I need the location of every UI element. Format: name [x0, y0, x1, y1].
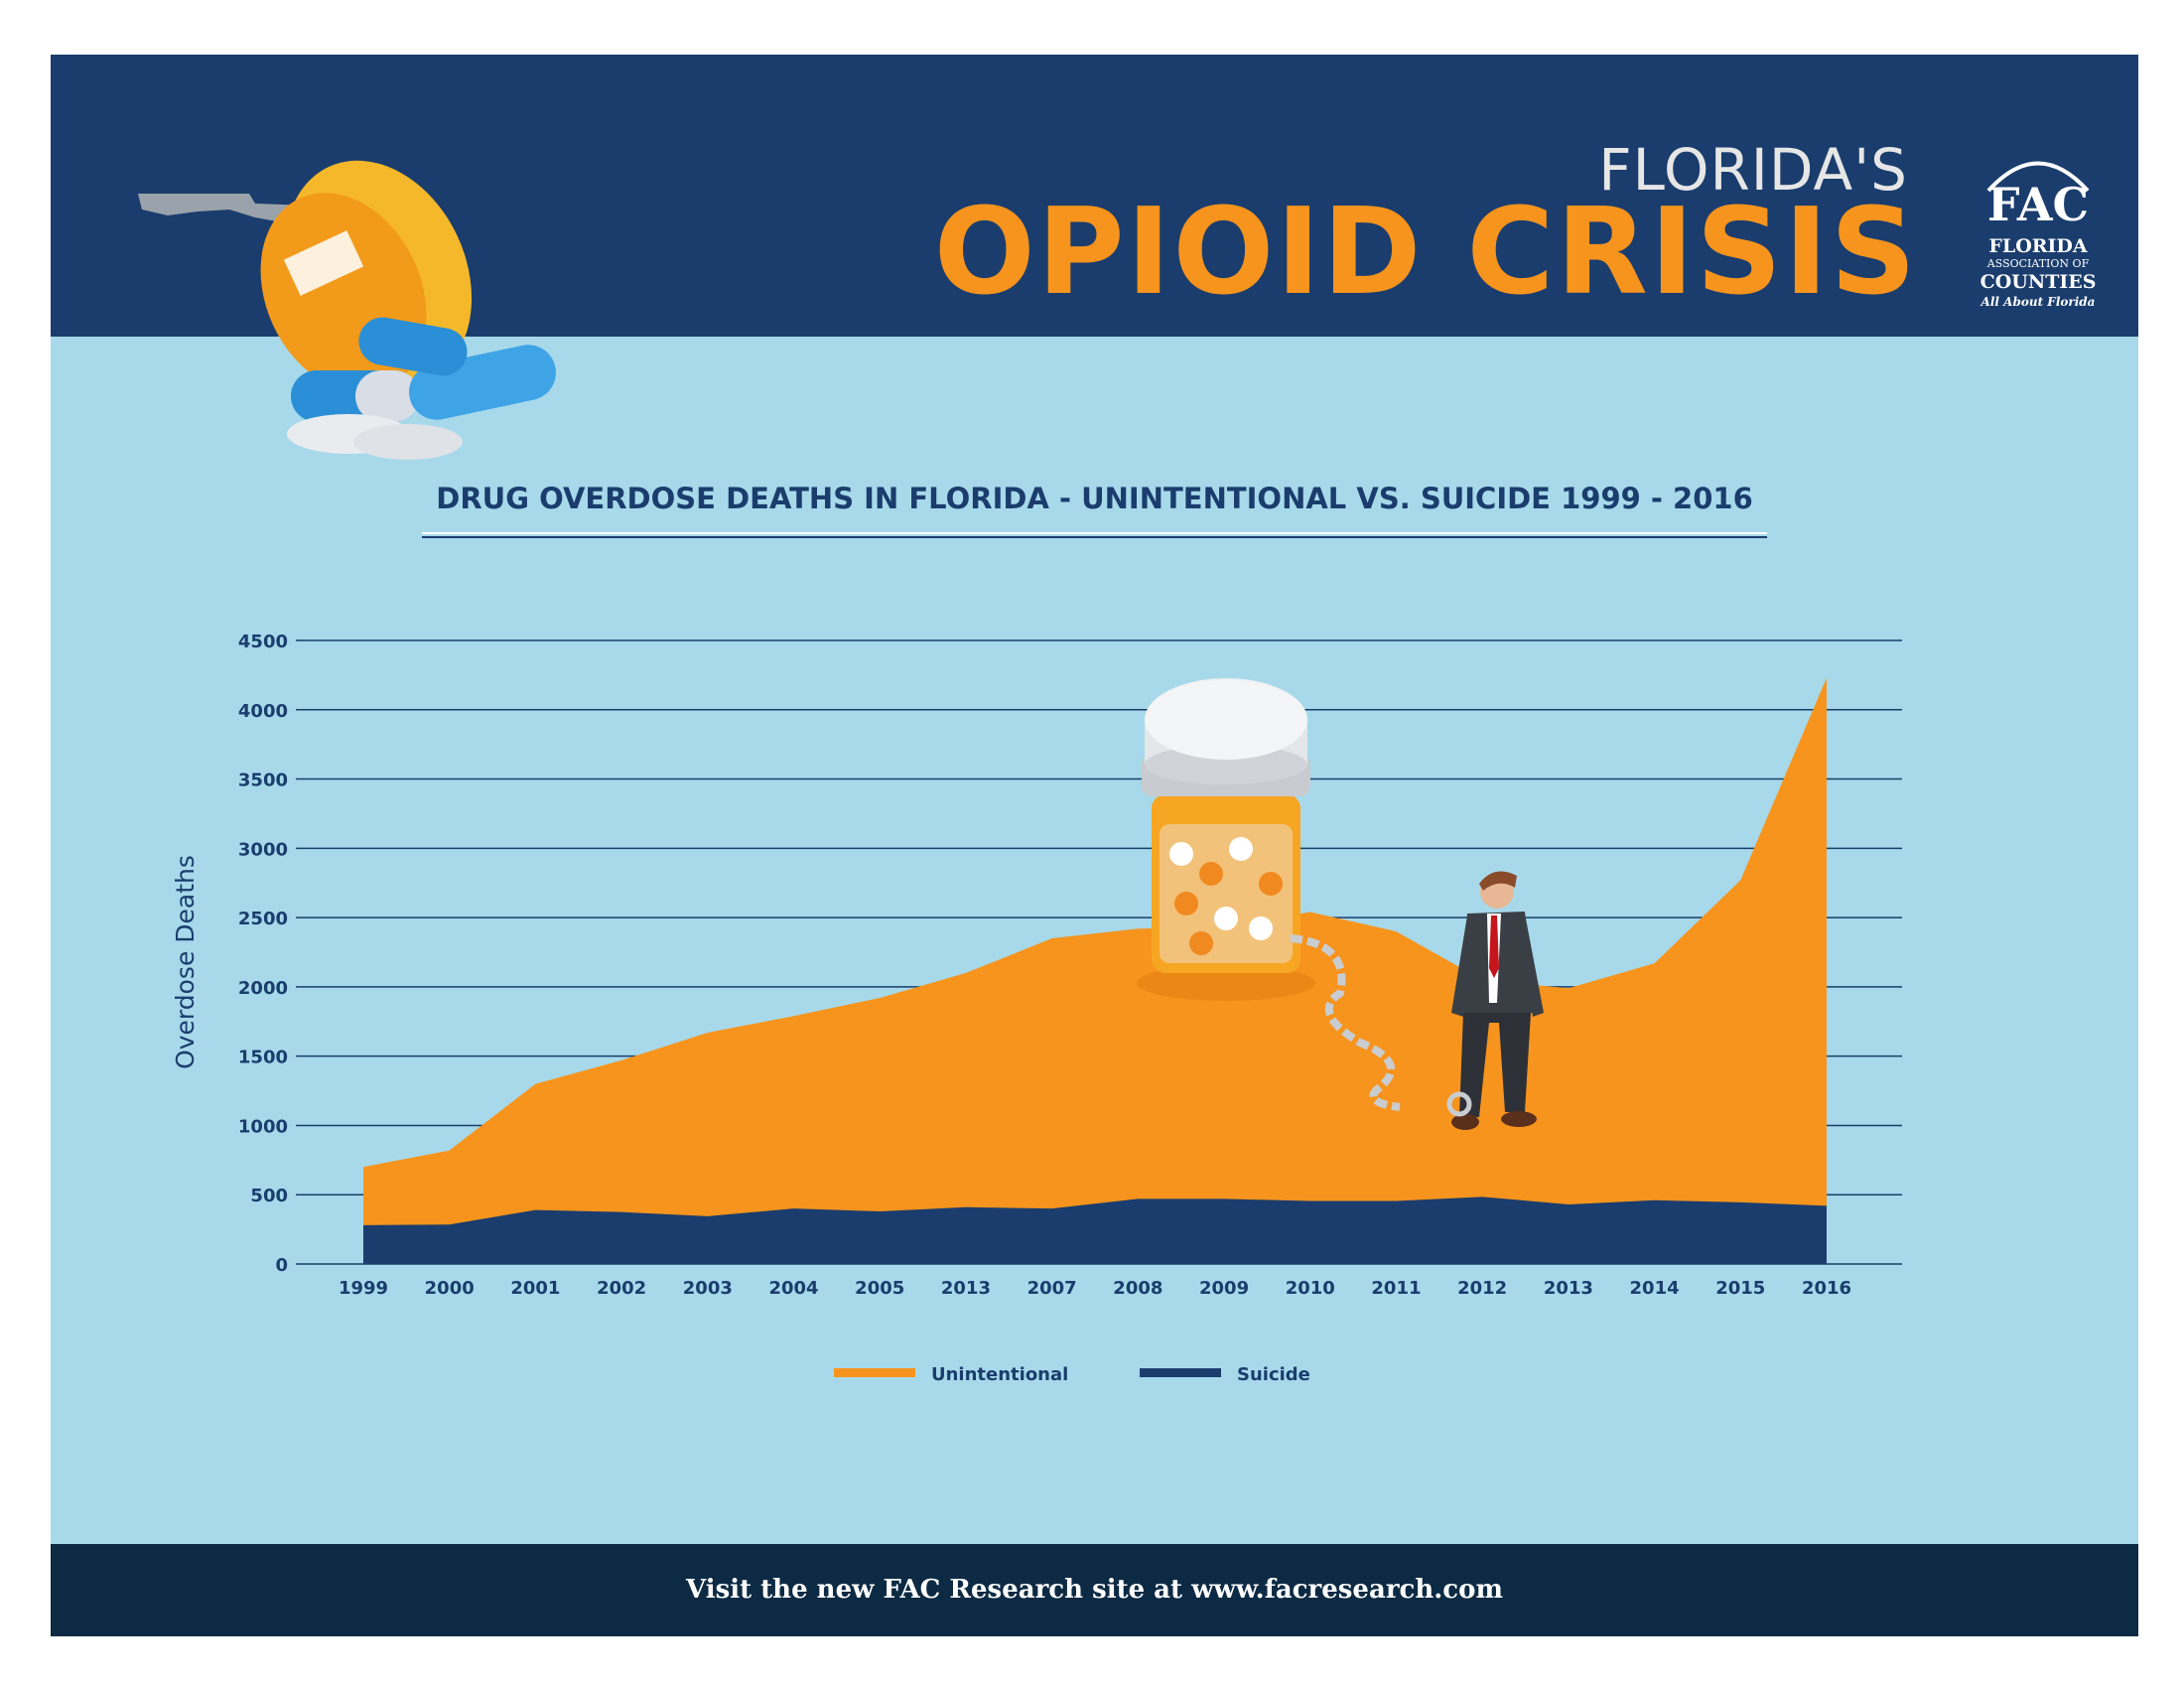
logo-line3: COUNTIES — [1979, 271, 2097, 293]
legend-swatch-suicide — [1140, 1368, 1221, 1377]
x-tick-label: 2015 — [1715, 1278, 1765, 1299]
y-axis-label: Overdose Deaths — [171, 855, 200, 1069]
x-tick-label: 2001 — [510, 1278, 560, 1299]
x-tick-label: 2014 — [1630, 1278, 1680, 1299]
logo-arc-icon — [1986, 161, 2090, 193]
x-tick-label: 2007 — [1027, 1278, 1077, 1299]
x-tick-label: 2016 — [1802, 1278, 1851, 1299]
legend: Unintentional Suicide — [834, 1364, 1310, 1385]
title-underline — [422, 532, 1767, 538]
y-tick-label: 1000 — [238, 1116, 288, 1137]
areas — [363, 677, 1827, 1264]
logo-line2: ASSOCIATION OF — [1986, 257, 2090, 270]
y-tick-label: 3500 — [238, 771, 288, 791]
x-tick-label: 2005 — [855, 1278, 904, 1299]
x-tick-label: 2013 — [1544, 1278, 1593, 1299]
man-figure-icon — [1446, 871, 1544, 1130]
footer-prefix: Visit the new FAC Research site at — [686, 1575, 1192, 1605]
x-tick-label: 2003 — [683, 1278, 733, 1299]
area-series-suicide — [363, 1196, 1827, 1264]
chart-title: DRUG OVERDOSE DEATHS IN FLORIDA - UNINTE… — [436, 482, 1753, 515]
logo-tagline: All About Florida — [1980, 295, 2096, 309]
x-tick-label: 2012 — [1457, 1278, 1507, 1299]
axis-labels: 0 500 1000 1500 2000 2500 3000 3500 4000 4500 Over… — [171, 632, 1851, 1299]
y-tick-label: 500 — [250, 1186, 288, 1206]
header-banner: FLORIDA'S OPIOID CRISIS FAC FLORIDA ASSO… — [51, 55, 2138, 460]
header-title: OPIOID CRISIS — [933, 184, 1918, 322]
legend-label-suicide: Suicide — [1237, 1364, 1310, 1385]
logo-monogram: FAC — [1986, 178, 2090, 231]
x-tick-label: 2011 — [1371, 1278, 1421, 1299]
tablets-icon — [287, 414, 463, 460]
fac-logo: FAC FLORIDA ASSOCIATION OF COUNTIES All … — [1964, 136, 2113, 313]
y-tick-label: 2000 — [238, 978, 288, 999]
header-subtitle: FLORIDA'S — [1598, 136, 1908, 204]
x-tick-label: 2009 — [1199, 1278, 1249, 1299]
x-tick-label: 2010 — [1286, 1278, 1335, 1299]
footer-bar: Visit the new FAC Research site at www.f… — [51, 1544, 2138, 1636]
pill-jar-icon — [1137, 678, 1315, 1001]
x-tick-label: 2013 — [941, 1278, 991, 1299]
footer-url-link[interactable]: www.facresearch.com — [1191, 1575, 1503, 1605]
x-tick-label: 2004 — [768, 1278, 818, 1299]
y-tick-label: 4500 — [238, 632, 288, 652]
footer-text: Visit the new FAC Research site at www.f… — [51, 1544, 2138, 1636]
man-chained-to-bottle-illustration — [1137, 678, 1544, 1130]
x-tick-label: 2002 — [597, 1278, 646, 1299]
chain-icon — [1290, 934, 1401, 1111]
logo-line1: FLORIDA — [1988, 235, 2088, 257]
legend-label-unintentional: Unintentional — [931, 1364, 1068, 1385]
y-tick-label: 2500 — [238, 909, 288, 929]
y-tick-label: 1500 — [238, 1048, 288, 1068]
y-tick-label: 3000 — [238, 839, 288, 860]
x-tick-label: 1999 — [339, 1278, 388, 1299]
area-series-unintentional — [363, 677, 1827, 1264]
y-tick-label: 4000 — [238, 701, 288, 722]
legend-swatch-unintentional — [834, 1368, 915, 1377]
y-tick-label: 0 — [275, 1255, 288, 1276]
capsules-icon — [291, 317, 556, 422]
pill-bottle-illustration — [138, 160, 556, 460]
x-tick-label: 2000 — [425, 1278, 475, 1299]
x-tick-label: 2008 — [1113, 1278, 1162, 1299]
